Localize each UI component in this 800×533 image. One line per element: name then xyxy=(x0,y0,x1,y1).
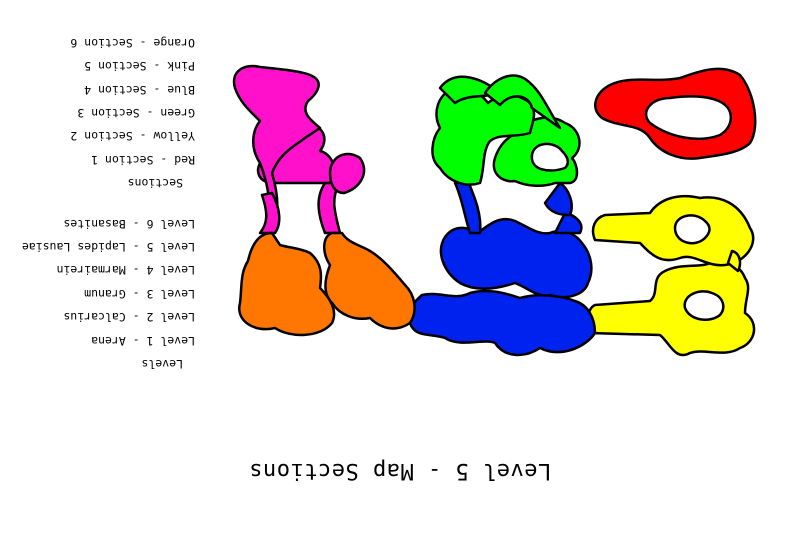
level-item: Level 5 - Lapides Lausiae xyxy=(21,239,195,254)
blue-stem-right xyxy=(453,179,482,235)
map-title: Level 5 - Map Sections xyxy=(248,458,552,483)
section-item-orange: Orange - Section 6 xyxy=(70,35,195,50)
section-item-blue: Blue - Section 4 xyxy=(84,82,195,97)
orange-region-right xyxy=(238,231,336,337)
section-item-red: Red - Section 1 xyxy=(91,152,195,167)
blue-stem-left xyxy=(543,181,573,217)
levels-heading: Levels xyxy=(141,357,183,371)
section-pink xyxy=(232,64,366,235)
yellow-region xyxy=(586,260,756,357)
orange-region-left xyxy=(323,231,416,330)
section-yellow xyxy=(586,194,756,357)
section-orange xyxy=(238,231,416,337)
level-item: Level 4 - Marmairein xyxy=(56,263,195,278)
level-item: Level 6 - Basanites xyxy=(63,216,195,231)
sections-heading: Sections xyxy=(127,176,183,191)
map-legend: Levels Level 1 - Arena Level 2 - Calcari… xyxy=(5,30,195,375)
blue-region-lower xyxy=(407,289,597,357)
red-region xyxy=(594,67,757,160)
level-item: Level 2 - Calcarius xyxy=(63,310,195,325)
section-red xyxy=(594,67,757,160)
level-item: Level 1 - Arena xyxy=(91,333,195,348)
pink-region-upper xyxy=(232,64,322,235)
yellow-connector xyxy=(726,249,742,273)
level-item: Level 3 - Granum xyxy=(84,286,195,301)
green-region-right xyxy=(431,85,536,186)
section-item-green: Green - Section 3 xyxy=(77,105,195,120)
pink-stem xyxy=(258,191,281,235)
section-item-yellow: Yellow - Section 2 xyxy=(70,129,195,144)
green-top-bridge xyxy=(483,74,562,130)
pink-stem-left xyxy=(317,181,342,235)
section-item-pink: Pink - Section 5 xyxy=(84,59,195,74)
pink-lobe xyxy=(328,152,366,195)
section-blue xyxy=(407,179,597,357)
section-green xyxy=(431,74,581,187)
yellow-region-lower xyxy=(591,194,755,267)
